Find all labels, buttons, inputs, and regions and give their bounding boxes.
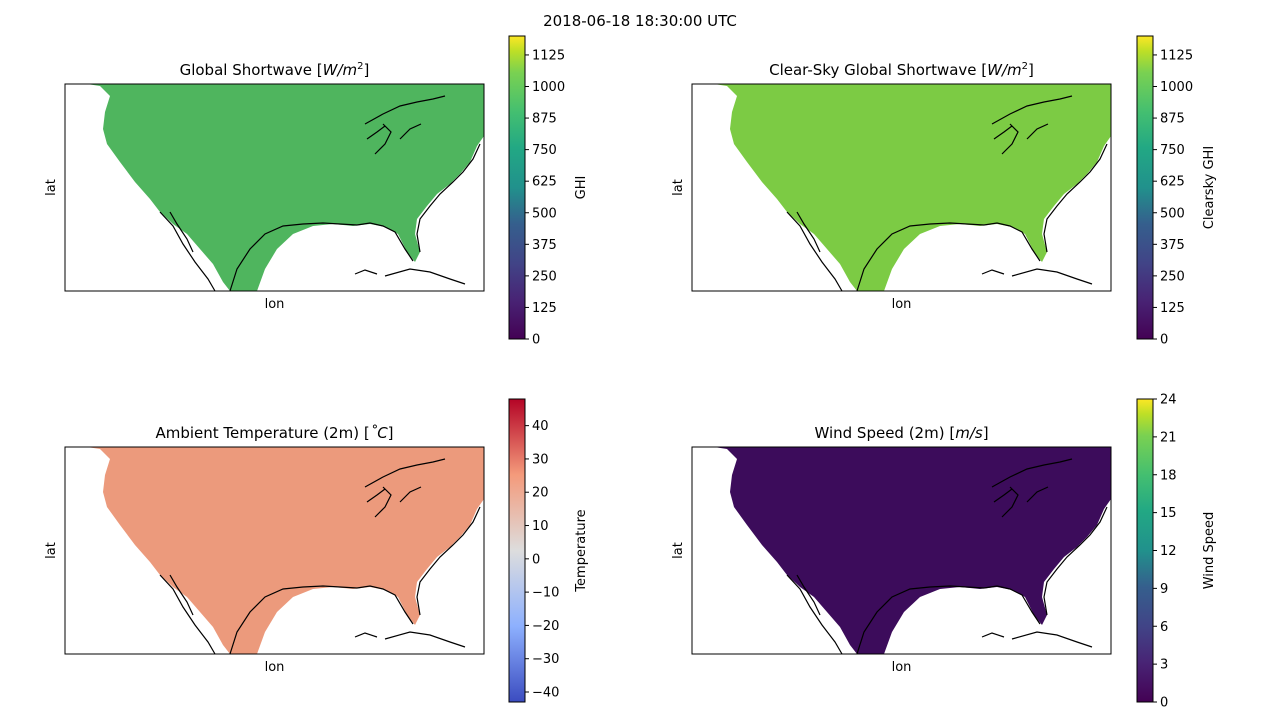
x-axis-label: lon (265, 297, 285, 312)
y-axis-label: lat (671, 179, 686, 196)
colorbar-gradient (508, 398, 526, 703)
colorbar-tick-label: 20 (532, 486, 549, 501)
map-heatmap (64, 446, 485, 655)
colorbar-gradient (1136, 398, 1154, 703)
colorbar-tick-label: 125 (532, 301, 557, 316)
panel-3: Ambient Temperature (2m) [˚C] lon lat −40 −3… (44, 398, 589, 703)
colorbar-tick-label: 1000 (1160, 80, 1193, 95)
colorbar-tick-label: 0 (1160, 696, 1168, 711)
map-heatmap (64, 83, 485, 292)
colorbar: −40 −30 −20 −10 0 10 20 30 40 Temperature (508, 398, 589, 703)
colorbar: 0 125 250 375 500 625 750 875 1000 1125 GHI (508, 35, 589, 348)
colorbar-tick-label: 3 (1160, 658, 1168, 673)
panel-title: Global Shortwave [W/m2] (180, 61, 370, 79)
colorbar-tick-label: 125 (1160, 301, 1185, 316)
colorbar-tick-label: 500 (532, 206, 557, 221)
colorbar-tick-label: 0 (1160, 333, 1168, 348)
colorbar-tick-label: 30 (532, 452, 549, 467)
panel-1: Global Shortwave [W/m2] lon lat 0 125 250 375 5… (44, 35, 589, 348)
colorbar: 0 125 250 375 500 625 750 875 1000 1125 Clearsky G… (1136, 35, 1217, 348)
map-frame (691, 83, 1112, 292)
colorbar-tick-label: −40 (532, 686, 559, 701)
colorbar-tick-label: 40 (532, 419, 549, 434)
y-axis-label: lat (44, 179, 59, 196)
colorbar-tick-label: 9 (1160, 582, 1168, 597)
colorbar-tick-label: 500 (1160, 206, 1185, 221)
colorbar-tick-label: 10 (532, 519, 549, 534)
colorbar-tick-label: 15 (1160, 506, 1177, 521)
colorbar-tick-label: 875 (1160, 112, 1185, 127)
map-frame (64, 83, 485, 292)
colorbar-tick-label: 625 (1160, 175, 1185, 190)
colorbar-tick-label: 12 (1160, 544, 1177, 559)
colorbar-tick-label: 375 (1160, 238, 1185, 253)
panel-title: Clear-Sky Global Shortwave [W/m2] (769, 61, 1034, 79)
colorbar-tick-label: 24 (1160, 393, 1177, 408)
colorbar-tick-label: 750 (1160, 143, 1185, 158)
map-heatmap (691, 446, 1112, 655)
colorbar-tick-label: 375 (532, 238, 557, 253)
colorbar-tick-label: 6 (1160, 620, 1168, 635)
panel-2: Clear-Sky Global Shortwave [W/m2] lon lat 0… (671, 35, 1217, 348)
colorbar-tick-label: 250 (532, 269, 557, 284)
x-axis-label: lon (892, 660, 912, 675)
panel-title: Wind Speed (2m) [m/s] (814, 424, 988, 442)
colorbar-tick-label: 1000 (532, 80, 565, 95)
colorbar-label: Wind Speed (1202, 512, 1217, 590)
map-frame (691, 446, 1112, 655)
colorbar-gradient (508, 35, 526, 340)
map-frame (64, 446, 485, 655)
colorbar-tick-label: 0 (532, 552, 540, 567)
colorbar-tick-label: 18 (1160, 468, 1177, 483)
map-heatmap (691, 83, 1112, 292)
colorbar-tick-label: 1125 (532, 48, 565, 63)
colorbar-label: Temperature (574, 509, 589, 592)
colorbar-tick-label: 21 (1160, 430, 1177, 445)
colorbar-tick-label: 1125 (1160, 48, 1193, 63)
colorbar-tick-label: 875 (532, 112, 557, 127)
y-axis-label: lat (44, 542, 59, 559)
x-axis-label: lon (265, 660, 285, 675)
panel-title: Ambient Temperature (2m) [˚C] (155, 424, 393, 442)
colorbar-tick-label: −10 (532, 586, 559, 601)
figure-suptitle: 2018-06-18 18:30:00 UTC (543, 12, 737, 30)
x-axis-label: lon (892, 297, 912, 312)
colorbar-tick-label: 250 (1160, 269, 1185, 284)
colorbar-gradient (1136, 35, 1154, 340)
colorbar-tick-label: −30 (532, 652, 559, 667)
colorbar-tick-label: 625 (532, 175, 557, 190)
colorbar-tick-label: 0 (532, 333, 540, 348)
colorbar-label: Clearsky GHI (1202, 146, 1217, 229)
colorbar: 0 3 6 9 12 15 18 21 24 Wind Speed (1136, 393, 1217, 711)
y-axis-label: lat (671, 542, 686, 559)
colorbar-tick-label: 750 (532, 143, 557, 158)
panel-4: Wind Speed (2m) [m/s] lon lat 0 3 6 9 12 15 18 21 2… (671, 393, 1217, 711)
colorbar-tick-label: −20 (532, 619, 559, 634)
colorbar-label: GHI (574, 176, 589, 200)
